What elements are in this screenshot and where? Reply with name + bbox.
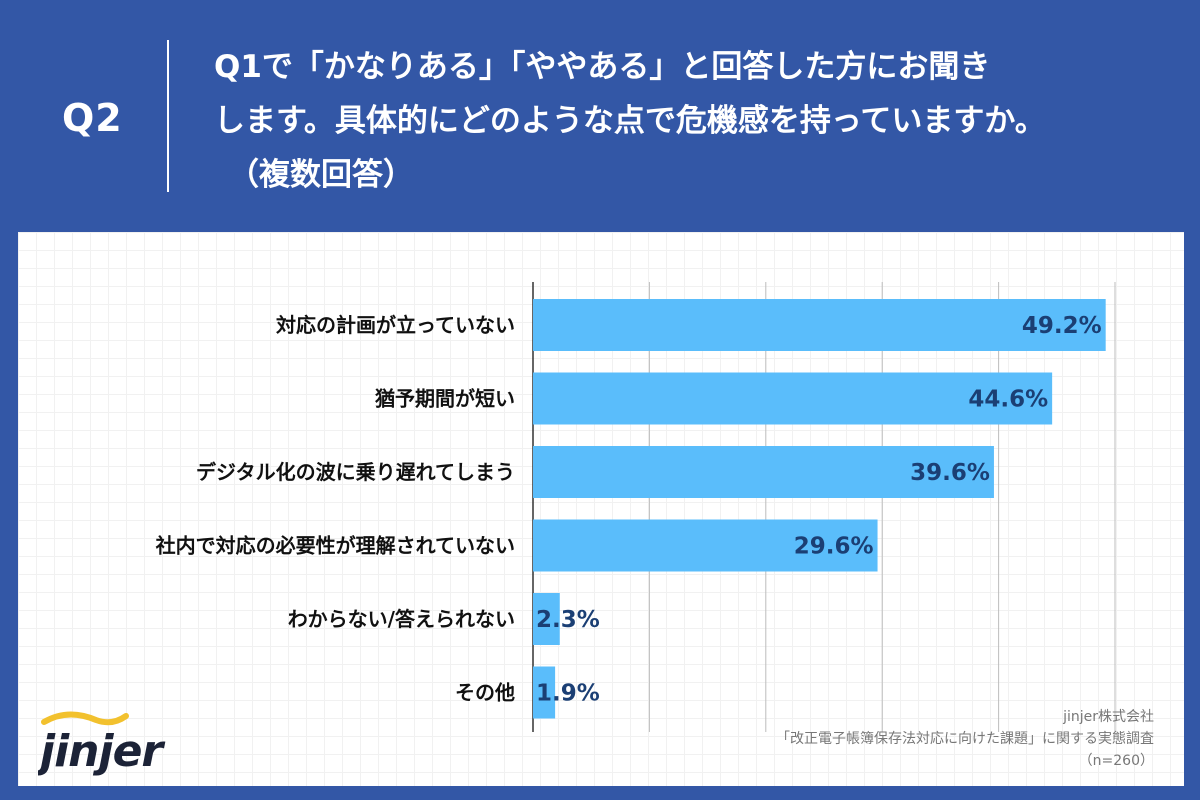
value-label: 49.2% bbox=[1022, 313, 1102, 339]
bar bbox=[533, 446, 994, 498]
question-text: Q1で「かなりある」「ややある」と回答した方にお聞き します。具体的にどのような… bbox=[214, 40, 1174, 202]
value-label: 39.6% bbox=[910, 460, 990, 486]
source-note: jinjer株式会社 「改正電子帳簿保存法対応に向けた課題」に関する実態調査 （… bbox=[776, 706, 1154, 772]
category-label: 社内で対応の必要性が理解されていない bbox=[155, 534, 515, 558]
bar-chart: 対応の計画が立っていない 49.2% 猶予期間が短い 44.6% デジタル化の波に乗り遅… bbox=[155, 282, 1116, 732]
bar bbox=[533, 299, 1106, 351]
logo-accent-mark bbox=[41, 711, 129, 726]
header-divider bbox=[167, 40, 169, 192]
source-company: jinjer株式会社 bbox=[1063, 709, 1154, 725]
question-header: Q2 Q1で「かなりある」「ややある」と回答した方にお聞き します。具体的にどの… bbox=[0, 0, 1200, 232]
value-label: 44.6% bbox=[968, 387, 1048, 413]
value-label: 29.6% bbox=[794, 534, 874, 560]
bar bbox=[533, 593, 560, 645]
bar bbox=[533, 519, 878, 572]
bar bbox=[533, 372, 1053, 425]
category-label: その他 bbox=[455, 681, 515, 705]
chart-panel: 対応の計画が立っていない 49.2% 猶予期間が短い 44.6% デジタル化の波に乗り遅… bbox=[18, 232, 1184, 786]
bar bbox=[533, 666, 556, 719]
category-label: 猶予期間が短い bbox=[374, 387, 515, 411]
jinjer-logo: jinjer bbox=[38, 711, 166, 777]
category-label: 対応の計画が立っていない bbox=[275, 313, 515, 337]
category-label: わからない/答えられない bbox=[288, 607, 515, 631]
value-label: 2.3% bbox=[536, 607, 600, 633]
question-line-3: （複数回答） bbox=[228, 157, 414, 193]
question-line-2: します。具体的にどのような点で危機感を持っていますか。 bbox=[214, 103, 1046, 139]
source-survey: 「改正電子帳簿保存法対応に向けた課題」に関する実態調査 bbox=[776, 731, 1154, 747]
question-line-1: Q1で「かなりある」「ややある」と回答した方にお聞き bbox=[214, 49, 991, 85]
question-number: Q2 bbox=[62, 96, 123, 140]
logo-text: jinjer bbox=[38, 726, 165, 777]
value-label: 1.9% bbox=[536, 681, 600, 707]
source-sample: （n=260） bbox=[1078, 753, 1154, 769]
category-label: デジタル化の波に乗り遅れてしまう bbox=[196, 460, 515, 484]
